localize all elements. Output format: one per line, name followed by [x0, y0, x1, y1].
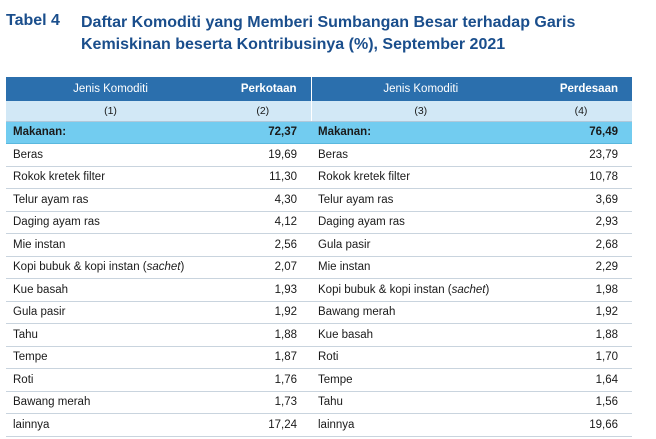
urban-value-cell: 1,92 [215, 301, 311, 324]
table-body: Makanan: 72,37 Makanan: 76,49 Beras 19,69 Bera… [6, 121, 632, 437]
rural-value-cell: 2,29 [530, 256, 632, 279]
table-row: Daging ayam ras 4,12 Daging ayam ras 2,93 [6, 211, 632, 234]
urban-value-cell: 4,30 [215, 188, 311, 212]
table-row: Mie instan 2,56 Gula pasir 2,68 [6, 233, 632, 257]
urban-item-cell: Makanan: [6, 121, 215, 144]
urban-value-cell: 19,69 [215, 143, 311, 167]
urban-value-cell: 2,56 [215, 233, 311, 257]
col-header-urban-value: Perkotaan [215, 77, 312, 101]
rural-value-cell: 3,69 [530, 188, 632, 212]
table-row: Gula pasir 1,92 Bawang merah 1,92 [6, 301, 632, 324]
rural-item-cell: lainnya [311, 413, 530, 437]
rural-value-cell: 23,79 [530, 143, 632, 167]
table-group-row: Makanan: 72,37 Makanan: 76,49 [6, 121, 632, 144]
rural-item-cell: Gula pasir [311, 233, 530, 257]
rural-value-cell: 10,78 [530, 166, 632, 189]
table-row: Tahu 1,88 Kue basah 1,88 [6, 323, 632, 347]
rural-value-cell: 1,92 [530, 301, 632, 324]
rural-item-cell: Kopi bubuk & kopi instan (sachet) [311, 278, 530, 302]
rural-item-cell: Rokok kretek filter [311, 166, 530, 189]
rural-value-cell: 76,49 [530, 121, 632, 144]
urban-item-cell: Beras [6, 143, 215, 167]
table-row: Telur ayam ras 4,30 Telur ayam ras 3,69 [6, 188, 632, 212]
col-number-3: (3) [311, 101, 530, 122]
commodity-table: Jenis Komoditi Perkotaan Jenis Komoditi … [6, 77, 632, 437]
rural-item-cell: Tahu [311, 391, 530, 414]
rural-value-cell: 1,70 [530, 346, 632, 369]
table-row: lainnya 17,24 lainnya 19,66 [6, 413, 632, 437]
rural-item-cell: Daging ayam ras [311, 211, 530, 234]
rural-value-cell: 19,66 [530, 413, 632, 437]
urban-value-cell: 17,24 [215, 413, 311, 437]
rural-item-cell: Beras [311, 143, 530, 167]
table-row: Tempe 1,87 Roti 1,70 [6, 346, 632, 369]
table-number: Tabel 4 [6, 12, 60, 29]
rural-value-cell: 2,93 [530, 211, 632, 234]
urban-item-cell: Roti [6, 368, 215, 392]
urban-item-cell: Gula pasir [6, 301, 215, 324]
urban-item-cell: Kopi bubuk & kopi instan (sachet) [6, 256, 215, 279]
header-row: Jenis Komoditi Perkotaan Jenis Komoditi … [6, 77, 632, 101]
urban-value-cell: 4,12 [215, 211, 311, 234]
rural-value-cell: 1,64 [530, 368, 632, 392]
table-row: Rokok kretek filter 11,30 Rokok kretek fil… [6, 166, 632, 189]
urban-item-cell: Rokok kretek filter [6, 166, 215, 189]
urban-item-cell: Tempe [6, 346, 215, 369]
rural-value-cell: 1,88 [530, 323, 632, 347]
rural-value-cell: 1,56 [530, 391, 632, 414]
col-number-2: (2) [215, 101, 312, 122]
rural-value-cell: 1,98 [530, 278, 632, 302]
urban-item-cell: Bawang merah [6, 391, 215, 414]
rural-item-cell: Bawang merah [311, 301, 530, 324]
table-row: Bawang merah 1,73 Tahu 1,56 [6, 391, 632, 414]
urban-value-cell: 1,88 [215, 323, 311, 347]
urban-value-cell: 1,87 [215, 346, 311, 369]
urban-value-cell: 72,37 [215, 121, 311, 144]
rural-item-cell: Makanan: [311, 121, 530, 144]
rural-item-cell: Roti [311, 346, 530, 369]
urban-item-cell: lainnya [6, 413, 215, 437]
table-row: Beras 19,69 Beras 23,79 [6, 143, 632, 167]
urban-value-cell: 1,76 [215, 368, 311, 392]
rural-item-cell: Kue basah [311, 323, 530, 347]
table-row: Kopi bubuk & kopi instan (sachet) 2,07 Mie… [6, 256, 632, 279]
urban-value-cell: 1,93 [215, 278, 311, 302]
col-number-4: (4) [530, 101, 632, 122]
col-header-rural-value: Perdesaan [530, 77, 632, 101]
table-row: Roti 1,76 Tempe 1,64 [6, 368, 632, 392]
urban-value-cell: 2,07 [215, 256, 311, 279]
table-row: Kue basah 1,93 Kopi bubuk & kopi instan (s… [6, 278, 632, 302]
rural-item-cell: Telur ayam ras [311, 188, 530, 212]
urban-item-cell: Tahu [6, 323, 215, 347]
rural-value-cell: 2,68 [530, 233, 632, 257]
urban-item-cell: Kue basah [6, 278, 215, 302]
urban-item-cell: Telur ayam ras [6, 188, 215, 212]
urban-item-cell: Mie instan [6, 233, 215, 257]
col-number-1: (1) [6, 101, 215, 122]
rural-item-cell: Tempe [311, 368, 530, 392]
urban-value-cell: 1,73 [215, 391, 311, 414]
col-header-urban-item: Jenis Komoditi [6, 77, 215, 101]
col-header-rural-item: Jenis Komoditi [311, 77, 530, 101]
table-title: Daftar Komoditi yang Memberi Sumbangan B… [81, 14, 576, 53]
urban-value-cell: 11,30 [215, 166, 311, 189]
urban-item-cell: Daging ayam ras [6, 211, 215, 234]
column-number-row: (1) (2) (3) (4) [6, 101, 632, 122]
rural-item-cell: Mie instan [311, 256, 530, 279]
